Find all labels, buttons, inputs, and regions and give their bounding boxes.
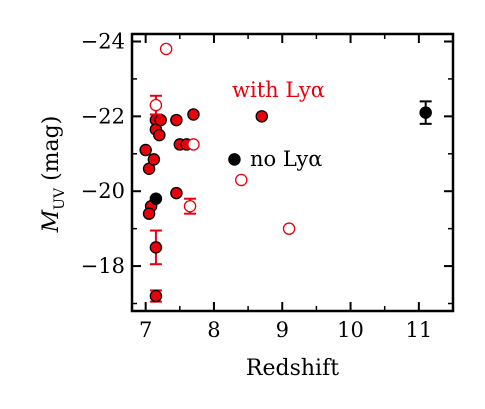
no-lya-point [228, 153, 241, 166]
x-tick-label: 9 [276, 318, 289, 342]
x-tick-label: 10 [337, 318, 364, 342]
lya-detected-point [170, 186, 183, 200]
y-tick-label: −22 [81, 104, 125, 128]
y-tick-label: −20 [81, 179, 125, 203]
lya-detected-point [142, 207, 156, 220]
plot-frame [130, 32, 455, 313]
lya-detected-point [149, 289, 163, 303]
x-axis-title: Redshift [246, 356, 339, 381]
annotation-with-lya: with Lyα [232, 78, 325, 102]
y-axis-subscript: UV [52, 187, 68, 210]
x-tick-label: 8 [207, 318, 220, 342]
y-tick-label: −18 [81, 254, 125, 278]
data-points [139, 42, 432, 303]
lya-detected-point [154, 113, 167, 127]
annotation-no-lya: no Lyα [250, 147, 322, 171]
lya-detected-point [147, 153, 161, 166]
lya-detected-point [187, 108, 200, 121]
lya-open-point [282, 222, 296, 235]
y-axis-title: MUV (mag) [39, 116, 68, 234]
lya-detected-point [149, 241, 163, 254]
lya-detected-point [255, 110, 269, 123]
y-tick-label: −24 [81, 29, 125, 53]
lya-detected-point [153, 128, 166, 142]
lya-open-point [183, 199, 197, 213]
x-tick-label: 7 [139, 318, 152, 342]
x-tick-label: 11 [405, 318, 432, 342]
axis-ticks [132, 34, 454, 311]
no-lya-point [419, 106, 432, 119]
no-lya-point [149, 192, 163, 205]
lya-open-point [149, 98, 163, 112]
lya-detected-point [139, 143, 152, 157]
y-axis-unit: (mag) [39, 116, 64, 188]
lya-detected-point [170, 113, 183, 127]
lya-open-point [235, 173, 248, 187]
lya-open-point [159, 42, 173, 56]
lya-open-point [187, 138, 200, 151]
y-axis-symbol: M [39, 209, 64, 233]
tick-labels: 7 8 9 10 11 −18 −20 −22 −24 [81, 29, 433, 342]
